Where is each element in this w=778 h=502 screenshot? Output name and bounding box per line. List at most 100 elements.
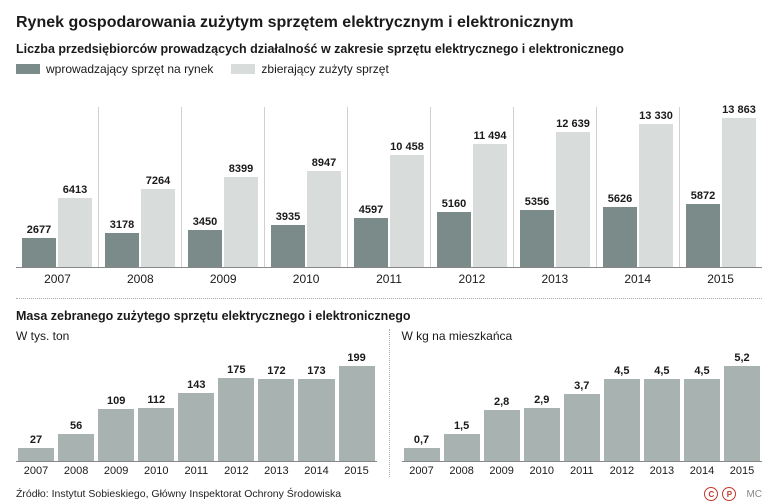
legend-label-2: zbierający zużyty sprzęt (261, 62, 388, 76)
xaxis-label: 2010 (524, 462, 560, 477)
xaxis-label: 2010 (265, 268, 348, 286)
bar-series2 (722, 118, 756, 267)
bar-value: 5872 (691, 190, 715, 202)
bar-column: 3,7 (564, 380, 600, 461)
bar-series1 (686, 204, 720, 267)
xaxis-label: 2014 (684, 462, 720, 477)
xaxis-label: 2013 (644, 462, 680, 477)
xaxis-label: 2008 (99, 268, 182, 286)
bar-value: 1,5 (454, 420, 469, 432)
right-xaxis: 200720082009201020112012201320142015 (402, 462, 763, 477)
bar-column: 172 (258, 365, 294, 461)
year-group: 516011 494 (430, 107, 513, 267)
bar-column: 173 (298, 365, 334, 461)
xaxis-label: 2011 (178, 462, 214, 477)
bar-value: 2,8 (494, 396, 509, 408)
bar-series1 (354, 218, 388, 267)
bar-value: 5626 (608, 193, 632, 205)
xaxis-label: 2015 (724, 462, 760, 477)
legend-swatch-2 (231, 64, 255, 74)
xaxis-label: 2009 (182, 268, 265, 286)
bar-value: 27 (30, 434, 42, 446)
bar-series1 (271, 225, 305, 267)
bar-value: 12 639 (556, 118, 590, 130)
bar-value: 172 (267, 365, 285, 377)
right-chart: 0,71,52,82,93,74,54,54,55,2 (402, 347, 763, 462)
bar-value: 6413 (63, 184, 87, 196)
bar-value: 10 458 (390, 141, 424, 153)
legend-label-1: wprowadzający sprzęt na rynek (46, 62, 213, 76)
bar-value: 3450 (193, 216, 217, 228)
legend-item-2: zbierający zużyty sprzęt (231, 62, 388, 76)
bar-series2 (639, 124, 673, 267)
xaxis-label: 2007 (16, 268, 99, 286)
bar-column: 109 (98, 395, 134, 461)
bar-series1 (105, 233, 139, 267)
bar-series2 (390, 155, 424, 267)
xaxis-label: 2014 (298, 462, 334, 477)
bar-value: 3935 (276, 211, 300, 223)
xaxis-label: 2008 (58, 462, 94, 477)
bottom-subtitle: Masa zebranego zużytego sprzętu elektryc… (16, 309, 762, 323)
author-initials: MC (746, 489, 762, 500)
bar-column: 112 (138, 394, 174, 461)
bar (724, 366, 760, 461)
bar-series2 (224, 177, 258, 267)
bar-column: 56 (58, 420, 94, 461)
bar-value: 13 330 (639, 110, 673, 122)
year-group: 3450 8399 (181, 107, 264, 267)
bar-column: 2,8 (484, 396, 520, 461)
year-group: 459710 458 (347, 107, 430, 267)
bar (604, 379, 640, 461)
bar-value: 56 (70, 420, 82, 432)
bar-value: 2,9 (534, 394, 549, 406)
bar-series2 (473, 144, 507, 267)
xaxis-label: 2015 (679, 268, 762, 286)
cc-p-icon: P (722, 487, 736, 501)
section-divider (16, 298, 762, 299)
bar-column: 175 (218, 364, 254, 461)
bar (18, 448, 54, 461)
right-unit: W kg na mieszkańca (402, 329, 763, 343)
bar (564, 394, 600, 461)
bar-value: 2677 (27, 224, 51, 236)
bar-value: 8947 (312, 157, 336, 169)
bottom-left-panel: W tys. ton 2756109112143175172173199 200… (16, 329, 390, 477)
bar-value: 7264 (146, 175, 170, 187)
bar-series1 (188, 230, 222, 267)
bar-column: 4,5 (684, 365, 720, 461)
bar-series2 (307, 171, 341, 267)
bar-value: 4,5 (614, 365, 629, 377)
bar-value: 5,2 (734, 352, 749, 364)
bar-series1 (520, 210, 554, 267)
bar-series2 (58, 198, 92, 267)
bar-value: 5160 (442, 198, 466, 210)
xaxis-label: 2007 (18, 462, 54, 477)
bar-column: 0,7 (404, 434, 440, 461)
xaxis-label: 2015 (339, 462, 375, 477)
bar-value: 5356 (525, 196, 549, 208)
year-group: 5356 12 639 (513, 107, 596, 267)
bar-series2 (556, 132, 590, 267)
bar (484, 410, 520, 461)
bar-value: 173 (307, 365, 325, 377)
xaxis-label: 2007 (404, 462, 440, 477)
legend-swatch-1 (16, 64, 40, 74)
top-xaxis: 200720082009201020112012201320142015 (16, 268, 762, 286)
xaxis-label: 2013 (258, 462, 294, 477)
bar (58, 434, 94, 461)
bar-value: 3178 (110, 219, 134, 231)
bar-value: 143 (187, 379, 205, 391)
bar-value: 8399 (229, 163, 253, 175)
bottom-right-panel: W kg na mieszkańca 0,7 1,5 2,8 2,9 3,7 4,5 4,5… (390, 329, 763, 477)
left-unit: W tys. ton (16, 329, 377, 343)
bar-column: 27 (18, 434, 54, 461)
year-group: 3178 7264 (98, 107, 181, 267)
bar (444, 434, 480, 461)
cc-icon: C (704, 487, 718, 501)
bar-value: 4,5 (694, 365, 709, 377)
year-group: 3935 8947 (264, 107, 347, 267)
bar-value: 0,7 (414, 434, 429, 446)
main-title: Rynek gospodarowania zużytym sprzętem el… (16, 14, 762, 32)
bar (524, 408, 560, 461)
